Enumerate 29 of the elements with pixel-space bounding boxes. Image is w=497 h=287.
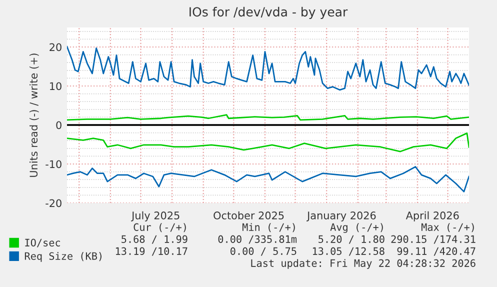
y-tick-label: -10 — [46, 160, 62, 168]
y-axis-title: Units read (-) / write (+) — [29, 54, 39, 177]
text: 5.20 / 1.80 — [318, 235, 384, 244]
x-tick-label: April 2026 — [406, 211, 459, 222]
text: Avg (-/+) — [330, 223, 383, 233]
x-tick-label: January 2026 — [306, 212, 376, 222]
text: 13.05 /12.58 — [312, 247, 384, 256]
text: 99.11 /420.47 — [397, 247, 476, 256]
legend-label: IO/sec — [25, 238, 60, 248]
chart-title: IOs for /dev/vda - by year — [190, 6, 348, 19]
line-series — [67, 46, 469, 91]
line-series — [67, 132, 469, 152]
text: 5.68 / 1.99 — [122, 235, 188, 244]
text: Min (-/+) — [242, 223, 295, 232]
line-series — [67, 166, 469, 192]
legend-label: Req Size (KB) — [24, 252, 102, 262]
y-tick-label: 10 — [50, 82, 62, 90]
text: Max (-/+) — [421, 223, 474, 232]
text: 0.00 / 5.75 — [230, 247, 296, 256]
y-tick-label: 20 — [50, 43, 62, 52]
x-tick-label: July 2025 — [131, 211, 180, 222]
x-tick-label: October 2025 — [214, 211, 284, 220]
text: Last update: Fri May 22 04:28:32 2026 — [251, 259, 476, 269]
text: 13.19 /10.17 — [116, 247, 188, 256]
y-tick-label: 0 — [56, 121, 62, 130]
text: 0.00 /335.81m — [218, 235, 297, 244]
text: 290.15 /174.31 — [391, 235, 476, 244]
y-tick-label: -20 — [46, 199, 62, 208]
text: Cur (-/+) — [134, 223, 186, 232]
